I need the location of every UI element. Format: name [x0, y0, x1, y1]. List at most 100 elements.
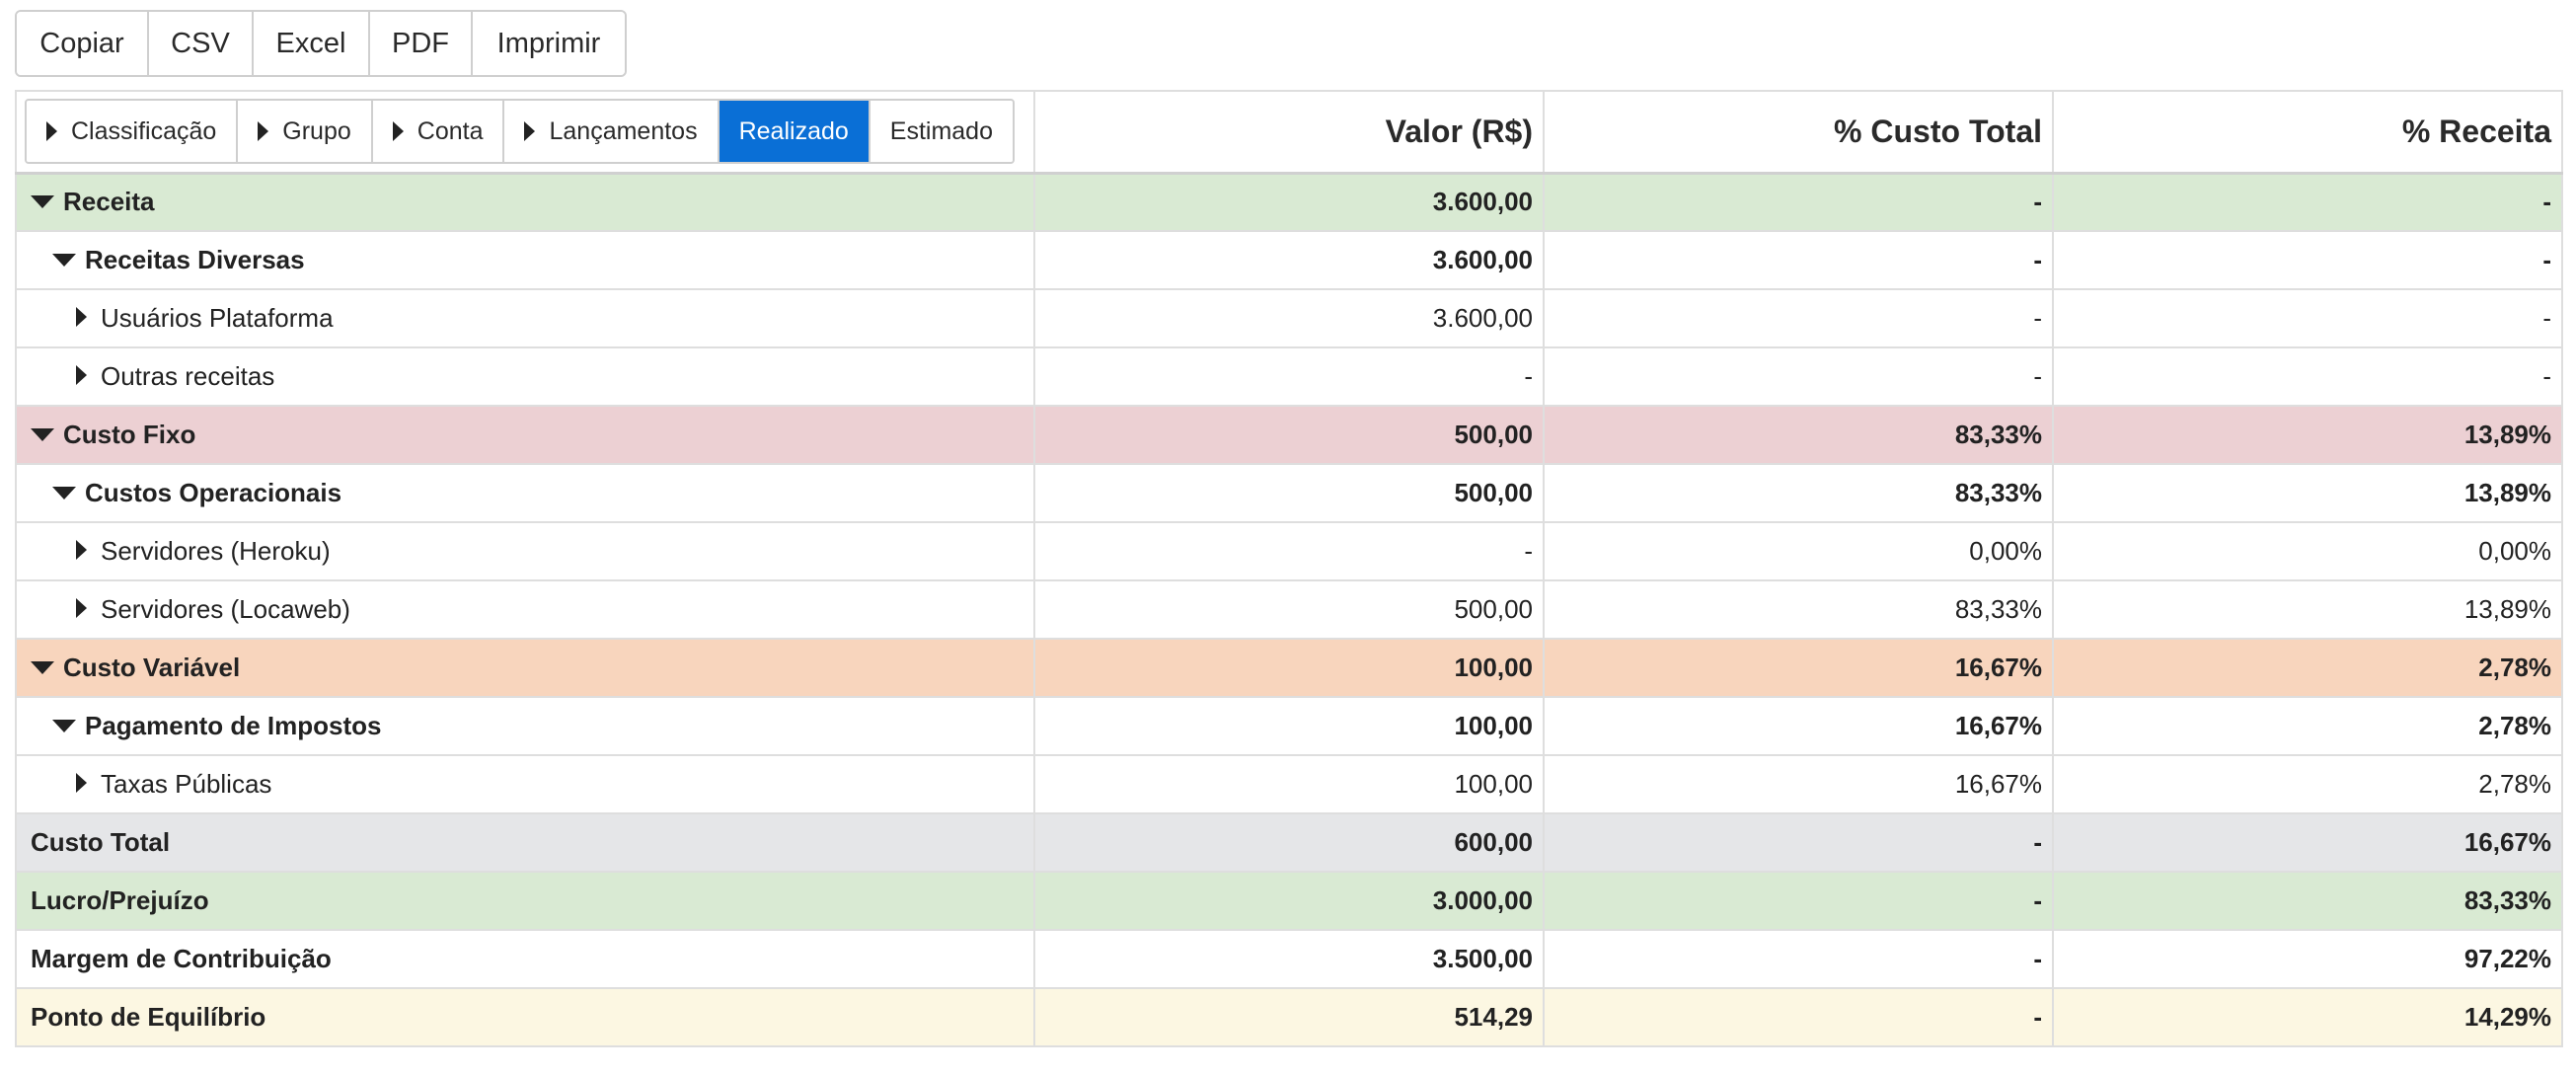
toggle-lancamentos[interactable]: Lançamentos	[504, 101, 720, 163]
row-receita[interactable]: Receita 3.600,00 - -	[15, 172, 2563, 232]
cell-pct-receita: 14,29%	[2052, 987, 2563, 1047]
caret-down-icon	[31, 427, 54, 441]
caret-right-icon	[76, 307, 87, 327]
cell-valor: 3.500,00	[1033, 929, 1545, 989]
cell-pct-custo: 83,33%	[1543, 579, 2054, 640]
mode-realizado-button[interactable]: Realizado	[719, 101, 871, 163]
caret-right-icon	[76, 598, 87, 618]
row-custo-variavel[interactable]: Custo Variável 100,00 16,67% 2,78%	[15, 638, 2563, 698]
cell-pct-custo: 16,67%	[1543, 696, 2054, 756]
cell-pct-receita: -	[2052, 172, 2563, 232]
row-outras-receitas[interactable]: Outras receitas - - -	[15, 346, 2563, 407]
toggle-grupo[interactable]: Grupo	[238, 101, 373, 163]
caret-down-icon	[52, 719, 76, 732]
cell-valor: 3.600,00	[1033, 172, 1545, 232]
pdf-button[interactable]: PDF	[370, 12, 473, 75]
caret-right-icon	[258, 121, 269, 142]
cell-pct-custo: 83,33%	[1543, 463, 2054, 523]
view-toggle-group: Classificação Grupo Conta Lançamentos Re…	[25, 99, 1015, 165]
row-label: Lucro/Prejuízo	[15, 871, 1035, 931]
cell-pct-receita: -	[2052, 346, 2563, 407]
export-toolbar: Copiar CSV Excel PDF Imprimir	[15, 10, 627, 77]
cell-valor: 3.600,00	[1033, 230, 1545, 290]
caret-right-icon	[46, 121, 57, 142]
row-label: Custo Variável	[63, 653, 241, 682]
row-custos-operacionais[interactable]: Custos Operacionais 500,00 83,33% 13,89%	[15, 463, 2563, 523]
caret-right-icon	[76, 540, 87, 560]
row-servidores-heroku[interactable]: Servidores (Heroku) - 0,00% 0,00%	[15, 521, 2563, 581]
row-label: Margem de Contribuição	[15, 929, 1035, 989]
cell-pct-receita: 2,78%	[2052, 754, 2563, 814]
row-label: Outras receitas	[101, 361, 275, 391]
cell-pct-receita: 0,00%	[2052, 521, 2563, 581]
cell-pct-custo: 16,67%	[1543, 638, 2054, 698]
row-margem-contribuicao: Margem de Contribuição 3.500,00 - 97,22%	[15, 929, 2563, 989]
cell-pct-custo: -	[1543, 288, 2054, 348]
column-header-valor: Valor (R$)	[1033, 90, 1545, 175]
row-label: Ponto de Equilíbrio	[15, 987, 1035, 1047]
csv-button[interactable]: CSV	[149, 12, 254, 75]
cell-valor: -	[1033, 521, 1545, 581]
toggle-label: Conta	[417, 116, 484, 145]
row-label: Custos Operacionais	[85, 478, 342, 507]
copy-button[interactable]: Copiar	[17, 12, 149, 75]
toggle-label: Classificação	[71, 116, 217, 145]
toggle-classificacao[interactable]: Classificação	[27, 101, 239, 163]
cell-pct-custo: -	[1543, 871, 2054, 931]
cell-pct-receita: 13,89%	[2052, 579, 2563, 640]
row-lucro-prejuizo: Lucro/Prejuízo 3.000,00 - 83,33%	[15, 871, 2563, 931]
cell-pct-receita: 83,33%	[2052, 871, 2563, 931]
row-pagamento-impostos[interactable]: Pagamento de Impostos 100,00 16,67% 2,78…	[15, 696, 2563, 756]
cell-pct-receita: -	[2052, 288, 2563, 348]
caret-down-icon	[31, 194, 54, 208]
cell-pct-receita: 97,22%	[2052, 929, 2563, 989]
row-label: Pagamento de Impostos	[85, 711, 382, 740]
row-custo-fixo[interactable]: Custo Fixo 500,00 83,33% 13,89%	[15, 405, 2563, 465]
cell-pct-receita: 2,78%	[2052, 638, 2563, 698]
cell-pct-custo: -	[1543, 987, 2054, 1047]
row-servidores-locaweb[interactable]: Servidores (Locaweb) 500,00 83,33% 13,89…	[15, 579, 2563, 640]
toggle-conta[interactable]: Conta	[372, 101, 505, 163]
cell-pct-receita: -	[2052, 230, 2563, 290]
column-header-pct-custo-total: % Custo Total	[1543, 90, 2054, 175]
cell-pct-custo: 83,33%	[1543, 405, 2054, 465]
caret-down-icon	[31, 660, 54, 674]
toggle-label: Grupo	[282, 116, 351, 145]
cell-pct-receita: 2,78%	[2052, 696, 2563, 756]
caret-right-icon	[76, 773, 87, 793]
cell-pct-custo: -	[1543, 929, 2054, 989]
table-header-row: Classificação Grupo Conta Lançamentos Re…	[15, 90, 2563, 175]
row-label: Receitas Diversas	[85, 245, 305, 274]
print-button[interactable]: Imprimir	[473, 12, 625, 75]
cell-valor: 500,00	[1033, 579, 1545, 640]
row-usuarios-plataforma[interactable]: Usuários Plataforma 3.600,00 - -	[15, 288, 2563, 348]
cell-valor: -	[1033, 346, 1545, 407]
row-taxas-publicas[interactable]: Taxas Públicas 100,00 16,67% 2,78%	[15, 754, 2563, 814]
row-label: Servidores (Locaweb)	[101, 594, 350, 624]
caret-right-icon	[76, 365, 87, 385]
cell-valor: 500,00	[1033, 405, 1545, 465]
caret-right-icon	[392, 121, 404, 142]
row-label: Servidores (Heroku)	[101, 536, 331, 566]
cell-valor: 100,00	[1033, 696, 1545, 756]
cell-pct-custo: -	[1543, 230, 2054, 290]
row-ponto-equilibrio: Ponto de Equilíbrio 514,29 - 14,29%	[15, 987, 2563, 1047]
caret-right-icon	[524, 121, 536, 142]
excel-button[interactable]: Excel	[254, 12, 370, 75]
cell-valor: 100,00	[1033, 638, 1545, 698]
cell-valor: 100,00	[1033, 754, 1545, 814]
cell-pct-custo: -	[1543, 812, 2054, 873]
cell-pct-custo: -	[1543, 346, 2054, 407]
cell-pct-receita: 13,89%	[2052, 405, 2563, 465]
mode-estimado-button[interactable]: Estimado	[870, 101, 1013, 163]
cell-valor: 500,00	[1033, 463, 1545, 523]
caret-down-icon	[52, 253, 76, 267]
cell-valor: 600,00	[1033, 812, 1545, 873]
row-receitas-diversas[interactable]: Receitas Diversas 3.600,00 - -	[15, 230, 2563, 290]
caret-down-icon	[52, 486, 76, 500]
cell-valor: 3.000,00	[1033, 871, 1545, 931]
toggle-label: Lançamentos	[549, 116, 698, 145]
dre-report-table: Classificação Grupo Conta Lançamentos Re…	[15, 90, 2563, 1047]
row-label: Receita	[63, 187, 155, 217]
cell-pct-receita: 13,89%	[2052, 463, 2563, 523]
